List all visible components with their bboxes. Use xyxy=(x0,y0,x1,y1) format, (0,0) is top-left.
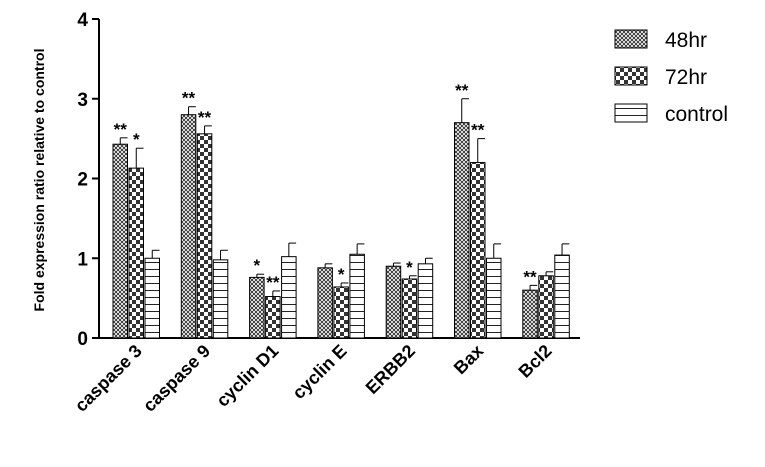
bar xyxy=(112,143,128,339)
bar xyxy=(470,162,486,339)
bar-group: *** xyxy=(112,120,160,339)
bar-group: ** ** xyxy=(454,81,502,339)
y-axis-label: Fold expression ratio relative to contro… xyxy=(31,49,47,312)
bar xyxy=(417,263,434,339)
bar-group: * xyxy=(317,243,365,339)
y-tick-label: 3 xyxy=(77,90,88,111)
significance-label: * xyxy=(406,258,413,277)
significance-label: ** xyxy=(198,108,212,127)
bar xyxy=(454,122,470,339)
bar xyxy=(281,256,297,339)
bar xyxy=(144,257,160,339)
significance-label: ** xyxy=(455,81,469,100)
y-tick-label: 2 xyxy=(77,170,88,191)
bar-group: ** xyxy=(522,243,570,339)
legend-label: 72hr xyxy=(665,66,707,89)
category-label: caspase 3 xyxy=(71,341,146,416)
bar xyxy=(317,267,333,339)
significance-label: ** xyxy=(471,121,485,140)
category-label: Bcl2 xyxy=(515,341,556,382)
significance-label: * xyxy=(338,265,345,284)
significance-label: ** xyxy=(266,273,280,292)
bar xyxy=(401,278,418,339)
bar-group: **** xyxy=(180,89,229,339)
y-tick-label: 4 xyxy=(77,10,88,31)
bar xyxy=(333,286,349,339)
category-label: ERBB2 xyxy=(362,341,419,398)
legend-item: control xyxy=(614,103,728,126)
significance-label: * xyxy=(133,130,140,149)
bar xyxy=(385,265,402,339)
bar xyxy=(265,296,281,339)
legend-item: 48hr xyxy=(614,29,707,52)
legend: 48hr 72hr control xyxy=(614,29,728,126)
y-tick-label: 1 xyxy=(77,249,88,270)
bar xyxy=(538,275,554,339)
bar xyxy=(522,289,538,339)
bar xyxy=(486,257,502,339)
category-label: Bax xyxy=(450,341,487,378)
legend-swatch xyxy=(614,103,648,123)
legend-swatch xyxy=(614,29,648,49)
significance-label: * xyxy=(254,256,261,275)
legend-item: 72hr xyxy=(614,66,707,89)
legend-label: 48hr xyxy=(665,29,707,52)
y-axis: 0 1 2 3 4 xyxy=(77,10,100,350)
bar xyxy=(212,259,229,339)
bar-group: * xyxy=(385,257,434,339)
bar xyxy=(196,133,213,339)
significance-label: ** xyxy=(114,120,128,139)
y-tick-label: 0 xyxy=(77,329,88,350)
legend-label: control xyxy=(665,103,728,126)
bar xyxy=(554,254,570,339)
legend-swatch xyxy=(614,66,648,86)
significance-label: ** xyxy=(182,89,196,108)
bar-group: *** xyxy=(249,242,297,339)
bars-group: ********** * ******* xyxy=(112,81,570,339)
category-label: cyclin E xyxy=(288,341,350,403)
category-label: cyclin D1 xyxy=(212,341,282,411)
bar xyxy=(349,253,365,339)
significance-label: ** xyxy=(523,267,537,286)
bar xyxy=(249,276,265,339)
bar xyxy=(128,167,144,339)
bar xyxy=(180,114,197,339)
category-label: caspase 9 xyxy=(139,341,214,416)
